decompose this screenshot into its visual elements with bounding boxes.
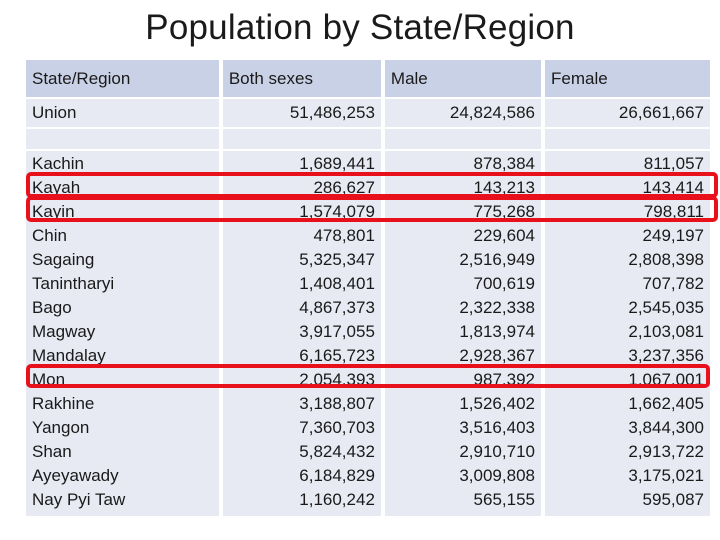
- spacer-cell: [222, 129, 381, 149]
- state-name-cell: Nay Pyi Taw: [32, 490, 126, 509]
- female-cell: 2,808,398: [628, 250, 704, 269]
- male-cell: 1,813,974: [459, 322, 535, 341]
- population-table: State/Region Both sexes Male Female Unio…: [26, 60, 710, 516]
- state-name-cell: Shan: [32, 442, 72, 461]
- state-name-cell: Yangon: [32, 418, 90, 437]
- female-cell: 798,811: [643, 202, 704, 221]
- both-sexes-cell: 3,188,807: [299, 394, 375, 413]
- male-cell: 229,604: [473, 226, 535, 245]
- male-cell: 2,516,949: [459, 250, 535, 269]
- state-name-cell: Ayeyawady: [32, 466, 119, 485]
- female-cell: 595,087: [642, 490, 704, 509]
- page-title: Population by State/Region: [145, 8, 575, 47]
- female-cell: 143,414: [642, 178, 704, 197]
- female-cell: 1,662,405: [628, 394, 704, 413]
- state-name-cell: Rakhine: [32, 394, 95, 413]
- union-male: 24,824,586: [384, 99, 541, 127]
- union-both: 51,486,253: [222, 99, 381, 127]
- both-sexes-cell: 3,917,055: [299, 322, 375, 341]
- state-name-cell: Chin: [32, 226, 67, 245]
- male-cell: 987,392: [473, 370, 535, 389]
- both-sexes-cell: 5,824,432: [299, 442, 375, 461]
- female-cell: 1,067,001: [628, 370, 704, 389]
- both-sexes-cell: 7,360,703: [299, 418, 375, 437]
- both-sexes-cell: 2,054,393: [299, 370, 375, 389]
- both-sexes-cell: 1,689,441: [299, 154, 375, 173]
- both-sexes-cell: 6,184,829: [299, 466, 375, 485]
- header-both-sexes: Both sexes: [222, 60, 381, 97]
- female-cell: 2,103,081: [628, 322, 704, 341]
- union-row: Union 51,486,253 24,824,586 26,661,667: [26, 99, 710, 127]
- both-sexes-cell: 5,325,347: [299, 250, 375, 269]
- female-cell: 249,197: [642, 226, 704, 245]
- female-cell: 3,175,021: [628, 466, 704, 485]
- female-cell: 2,545,035: [628, 298, 704, 317]
- state-name-cell: Magway: [32, 322, 96, 341]
- both-sexes-cell: 1,160,242: [299, 490, 375, 509]
- state-name-cell: Sagaing: [32, 250, 95, 269]
- spacer-cell: [384, 129, 541, 149]
- table-header-row: State/Region Both sexes Male Female: [26, 60, 710, 97]
- both-sexes-column: 1,689,441 286,627 1,574,079 478,801 5,325,34…: [222, 151, 381, 516]
- state-name-cell: Mon: [32, 370, 66, 389]
- state-name-cell: Bago: [32, 298, 72, 317]
- state-name-cell: Tanintharyi: [32, 274, 115, 293]
- male-cell: 700,619: [473, 274, 535, 293]
- union-name: Union: [26, 99, 219, 127]
- both-sexes-cell: 4,867,373: [299, 298, 375, 317]
- female-cell: 707,782: [642, 274, 704, 293]
- state-name-column: Kachin Kayah Kayin Chin Sagaing Tanintharyi Ba…: [26, 151, 219, 516]
- male-cell: 3,009,808: [459, 466, 535, 485]
- male-cell: 2,910,710: [459, 442, 535, 461]
- male-cell: 2,322,338: [459, 298, 535, 317]
- both-sexes-cell: 1,408,401: [299, 274, 375, 293]
- header-male: Male: [384, 60, 541, 97]
- both-sexes-cell: 478,801: [313, 226, 375, 245]
- male-cell: 3,516,403: [459, 418, 535, 437]
- state-name-cell: Mandalay: [32, 346, 106, 365]
- table-body: Kachin Kayah Kayin Chin Sagaing Tanintharyi Ba…: [26, 151, 710, 516]
- union-female: 26,661,667: [544, 99, 710, 127]
- state-name-cell: Kayin: [32, 202, 75, 221]
- male-cell: 2,928,367: [459, 346, 535, 365]
- header-state-region: State/Region: [26, 60, 219, 97]
- female-cell: 3,844,300: [628, 418, 704, 437]
- female-cell: 3,237,356: [628, 346, 704, 365]
- both-sexes-cell: 6,165,723: [299, 346, 375, 365]
- female-cell: 2,913,722: [628, 442, 704, 461]
- male-cell: 775,268: [473, 202, 535, 221]
- state-name-cell: Kayah: [32, 178, 81, 197]
- male-cell: 1,526,402: [459, 394, 535, 413]
- female-column: 811,057 143,414 798,811 249,197 2,808,398 707…: [544, 151, 710, 516]
- spacer-cell: [26, 129, 219, 149]
- header-female: Female: [544, 60, 710, 97]
- both-sexes-cell: 286,627: [313, 178, 375, 197]
- state-name-cell: Kachin: [32, 154, 84, 173]
- both-sexes-cell: 1,574,079: [299, 202, 375, 221]
- spacer-cell: [544, 129, 710, 149]
- spacer-row: [26, 129, 710, 149]
- male-column: 878,384 143,213 775,268 229,604 2,516,949 700…: [384, 151, 541, 516]
- female-cell: 811,057: [643, 154, 704, 173]
- male-cell: 565,155: [473, 490, 535, 509]
- male-cell: 143,213: [473, 178, 535, 197]
- male-cell: 878,384: [473, 154, 535, 173]
